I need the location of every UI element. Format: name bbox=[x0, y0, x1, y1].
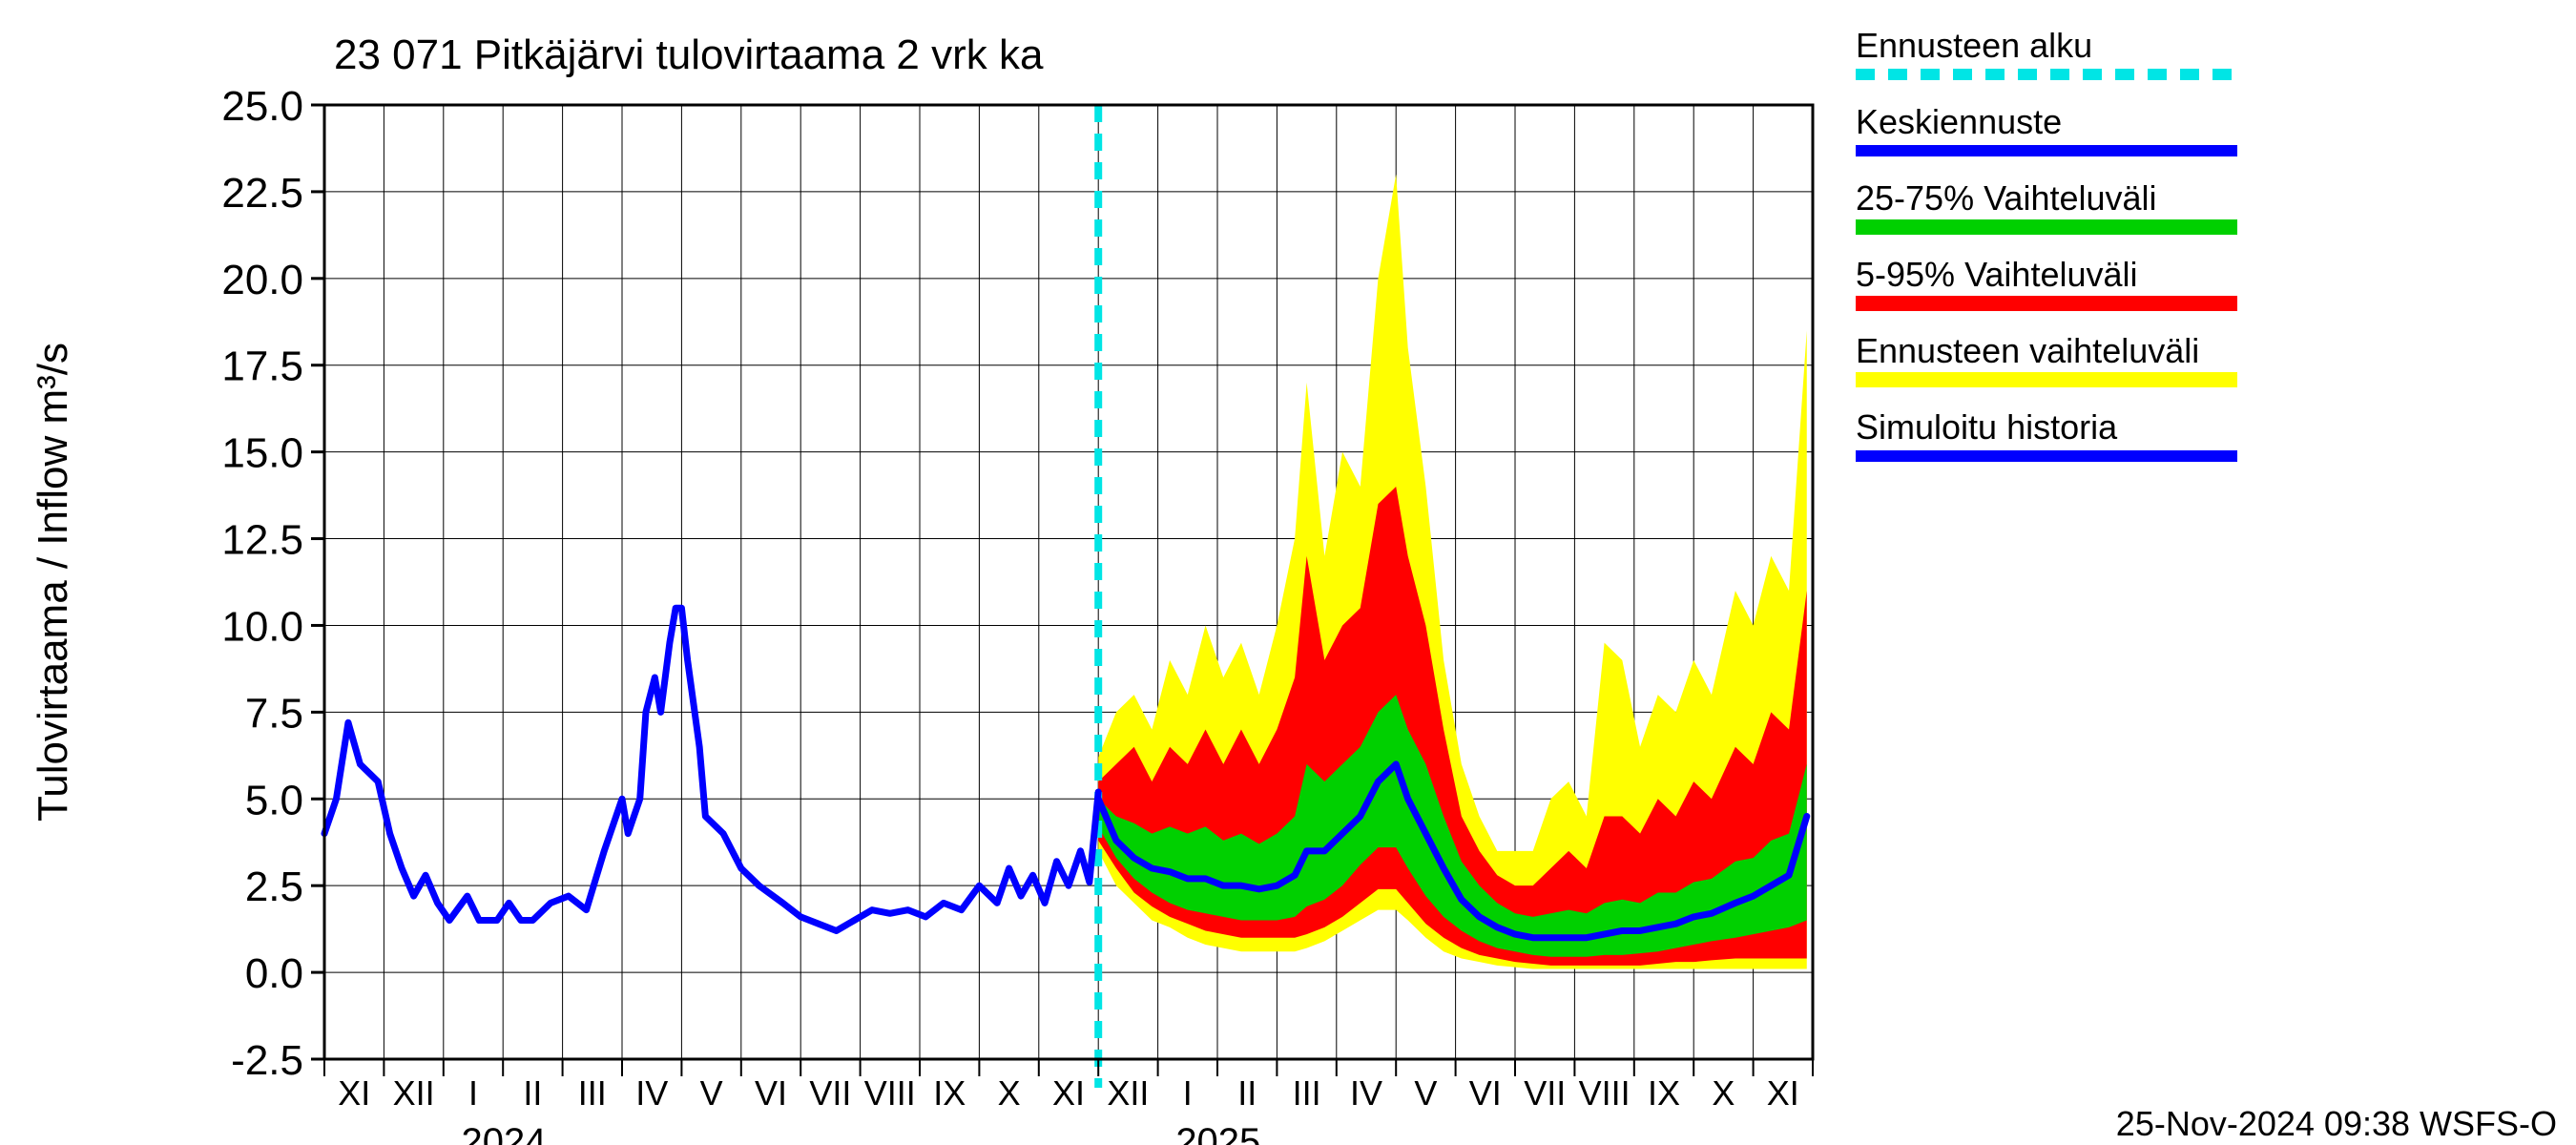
y-tick-label: 10.0 bbox=[221, 603, 303, 650]
y-tick-label: 22.5 bbox=[221, 170, 303, 217]
x-year-label: 2024 bbox=[462, 1121, 547, 1145]
y-tick-label: 2.5 bbox=[245, 864, 303, 910]
x-month-label: II bbox=[1237, 1073, 1257, 1113]
x-month-label: VIII bbox=[864, 1073, 916, 1113]
x-month-label: V bbox=[1414, 1073, 1437, 1113]
y-axis-label: Tulovirtaama / Inflow m³/s bbox=[30, 343, 76, 822]
x-month-label: X bbox=[998, 1073, 1021, 1113]
x-year-label: 2025 bbox=[1175, 1121, 1260, 1145]
y-tick-label: 0.0 bbox=[245, 950, 303, 997]
x-month-label: III bbox=[1293, 1073, 1321, 1113]
x-month-label: XII bbox=[393, 1073, 435, 1113]
x-month-label: VII bbox=[1524, 1073, 1566, 1113]
y-tick-label: 20.0 bbox=[221, 257, 303, 303]
legend-label: 25-75% Vaihteluväli bbox=[1856, 178, 2157, 218]
legend-swatch bbox=[1856, 296, 2237, 311]
x-month-label: I bbox=[468, 1073, 478, 1113]
legend-swatch bbox=[1856, 372, 2237, 387]
x-month-label: XI bbox=[1767, 1073, 1799, 1113]
x-month-label: VI bbox=[1469, 1073, 1502, 1113]
y-tick-label: 7.5 bbox=[245, 690, 303, 737]
x-month-label: XII bbox=[1107, 1073, 1149, 1113]
x-month-label: X bbox=[1712, 1073, 1735, 1113]
x-month-label: I bbox=[1183, 1073, 1193, 1113]
x-month-label: VII bbox=[809, 1073, 851, 1113]
x-month-label: IX bbox=[1648, 1073, 1680, 1113]
x-month-label: XI bbox=[1052, 1073, 1085, 1113]
x-month-label: IV bbox=[1350, 1073, 1382, 1113]
x-month-label: IX bbox=[933, 1073, 966, 1113]
legend-label: Ennusteen vaihteluväli bbox=[1856, 331, 2199, 370]
timestamp: 25-Nov-2024 09:38 WSFS-O bbox=[2116, 1104, 2557, 1143]
inflow-forecast-chart: 23 071 Pitkäjärvi tulovirtaama 2 vrk ka -… bbox=[0, 0, 2576, 1145]
y-tick-label: 17.5 bbox=[221, 344, 303, 390]
legend-swatch bbox=[1856, 219, 2237, 235]
x-month-label: XI bbox=[338, 1073, 370, 1113]
y-tick-label: 15.0 bbox=[221, 430, 303, 477]
x-month-label: V bbox=[700, 1073, 723, 1113]
x-month-label: II bbox=[523, 1073, 542, 1113]
x-month-label: III bbox=[578, 1073, 607, 1113]
legend-label: Keskiennuste bbox=[1856, 102, 2062, 141]
chart-title: 23 071 Pitkäjärvi tulovirtaama 2 vrk ka bbox=[334, 31, 1044, 78]
x-month-label: VIII bbox=[1579, 1073, 1631, 1113]
y-tick-label: -2.5 bbox=[231, 1037, 303, 1084]
y-tick-label: 12.5 bbox=[221, 517, 303, 564]
legend-label: Ennusteen alku bbox=[1856, 26, 2092, 65]
x-month-label: IV bbox=[635, 1073, 668, 1113]
legend-label: 5-95% Vaihteluväli bbox=[1856, 255, 2138, 294]
y-tick-label: 25.0 bbox=[221, 83, 303, 130]
legend-label: Simuloitu historia bbox=[1856, 407, 2118, 447]
x-month-label: VI bbox=[755, 1073, 787, 1113]
y-tick-label: 5.0 bbox=[245, 777, 303, 823]
